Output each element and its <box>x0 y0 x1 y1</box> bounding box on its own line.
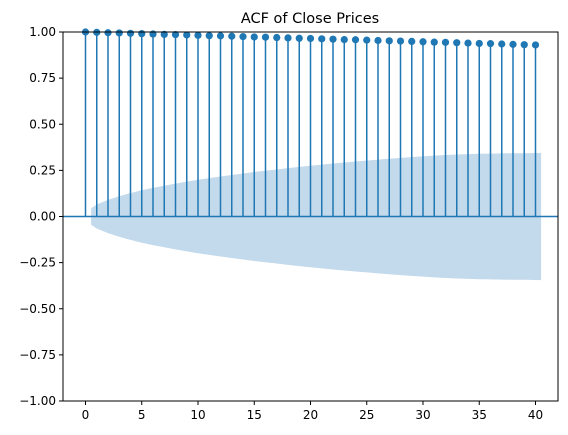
acf-marker <box>194 31 202 39</box>
acf-marker <box>183 31 191 39</box>
x-tick-label: 10 <box>190 408 205 422</box>
acf-marker <box>351 36 360 44</box>
acf-marker <box>306 34 315 43</box>
acf-marker <box>441 38 450 46</box>
acf-marker <box>486 40 495 48</box>
y-tick-label: 1.00 <box>29 25 56 39</box>
acf-marker <box>104 29 112 37</box>
acf-marker <box>408 37 416 46</box>
x-tick-label: 40 <box>528 408 543 422</box>
acf-marker <box>160 30 168 38</box>
x-tick-label: 0 <box>82 408 90 422</box>
acf-marker <box>340 35 348 44</box>
acf-marker <box>250 33 258 41</box>
acf-marker <box>205 32 213 40</box>
acf-marker <box>396 37 405 45</box>
acf-marker <box>453 39 461 47</box>
y-tick-label: −0.25 <box>19 256 56 270</box>
acf-marker <box>419 38 427 46</box>
acf-marker <box>138 30 146 38</box>
acf-marker <box>531 41 540 49</box>
acf-marker <box>318 35 326 43</box>
acf-marker <box>430 38 438 46</box>
acf-marker <box>284 34 292 42</box>
acf-marker <box>520 41 528 49</box>
acf-marker <box>115 29 123 37</box>
acf-marker <box>295 34 303 42</box>
acf-marker <box>374 36 382 45</box>
acf-marker <box>216 32 225 40</box>
x-tick-label: 35 <box>472 408 487 422</box>
y-tick-label: 0.75 <box>29 71 56 85</box>
acf-marker <box>464 39 472 47</box>
y-tick-label: −1.00 <box>19 394 56 408</box>
x-tick-label: 25 <box>359 408 374 422</box>
x-tick-label: 5 <box>138 408 146 422</box>
acf-marker <box>126 29 135 37</box>
acf-marker <box>261 33 270 41</box>
y-tick-label: −0.50 <box>19 302 56 316</box>
acf-marker <box>475 39 483 48</box>
acf-marker <box>171 30 180 39</box>
acf-marker <box>329 35 337 43</box>
acf-marker <box>498 40 506 48</box>
y-tick-label: −0.75 <box>19 348 56 362</box>
acf-marker <box>509 40 517 48</box>
x-tick-label: 15 <box>247 408 262 422</box>
acf-marker <box>363 36 371 44</box>
y-tick-label: 0.25 <box>29 163 56 177</box>
stems-layer <box>81 28 540 217</box>
acf-marker <box>273 33 281 42</box>
acf-marker <box>239 33 247 41</box>
y-tick-label: 0.00 <box>29 210 56 224</box>
x-tick-label: 20 <box>303 408 318 422</box>
chart-title: ACF of Close Prices <box>241 11 379 27</box>
axis-ticks-layer: 0 5 10 15 20 25 30 35 40 −1.00 −0.75 −0.50 −0.25 0.00… <box>19 25 543 422</box>
acf-marker <box>385 37 393 45</box>
acf-marker <box>228 32 236 40</box>
x-tick-label: 30 <box>415 408 430 422</box>
y-tick-label: 0.50 <box>29 117 56 131</box>
